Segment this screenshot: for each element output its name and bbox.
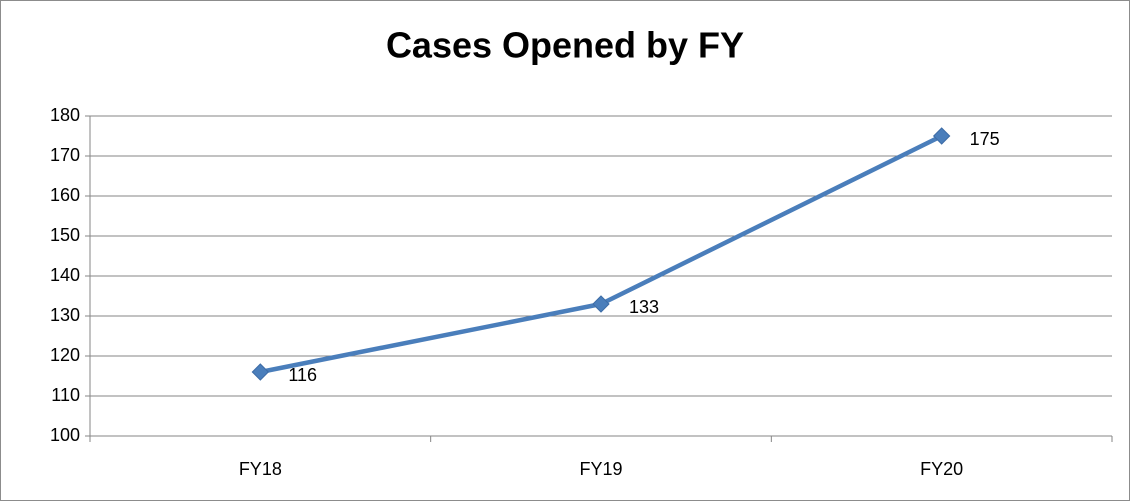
y-tick-label: 170 bbox=[50, 145, 80, 165]
y-tick-label: 180 bbox=[50, 105, 80, 125]
data-label: 175 bbox=[970, 129, 1000, 149]
data-marker bbox=[932, 127, 951, 145]
y-tick-label: 160 bbox=[50, 185, 80, 205]
y-tick-label: 120 bbox=[50, 345, 80, 365]
x-tick-label: FY20 bbox=[920, 459, 963, 479]
chart-title: Cases Opened by FY bbox=[386, 25, 744, 66]
data-label: 116 bbox=[288, 365, 317, 385]
y-tick-label: 110 bbox=[51, 385, 80, 405]
x-tick-label: FY18 bbox=[239, 459, 282, 479]
y-tick-label: 100 bbox=[50, 425, 80, 445]
y-tick-label: 140 bbox=[50, 265, 80, 285]
data-label: 133 bbox=[629, 297, 659, 317]
y-tick-label: 130 bbox=[50, 305, 80, 325]
x-tick-label: FY19 bbox=[579, 459, 622, 479]
data-marker bbox=[592, 295, 610, 313]
y-tick-label: 150 bbox=[50, 225, 80, 245]
data-marker bbox=[251, 363, 270, 381]
